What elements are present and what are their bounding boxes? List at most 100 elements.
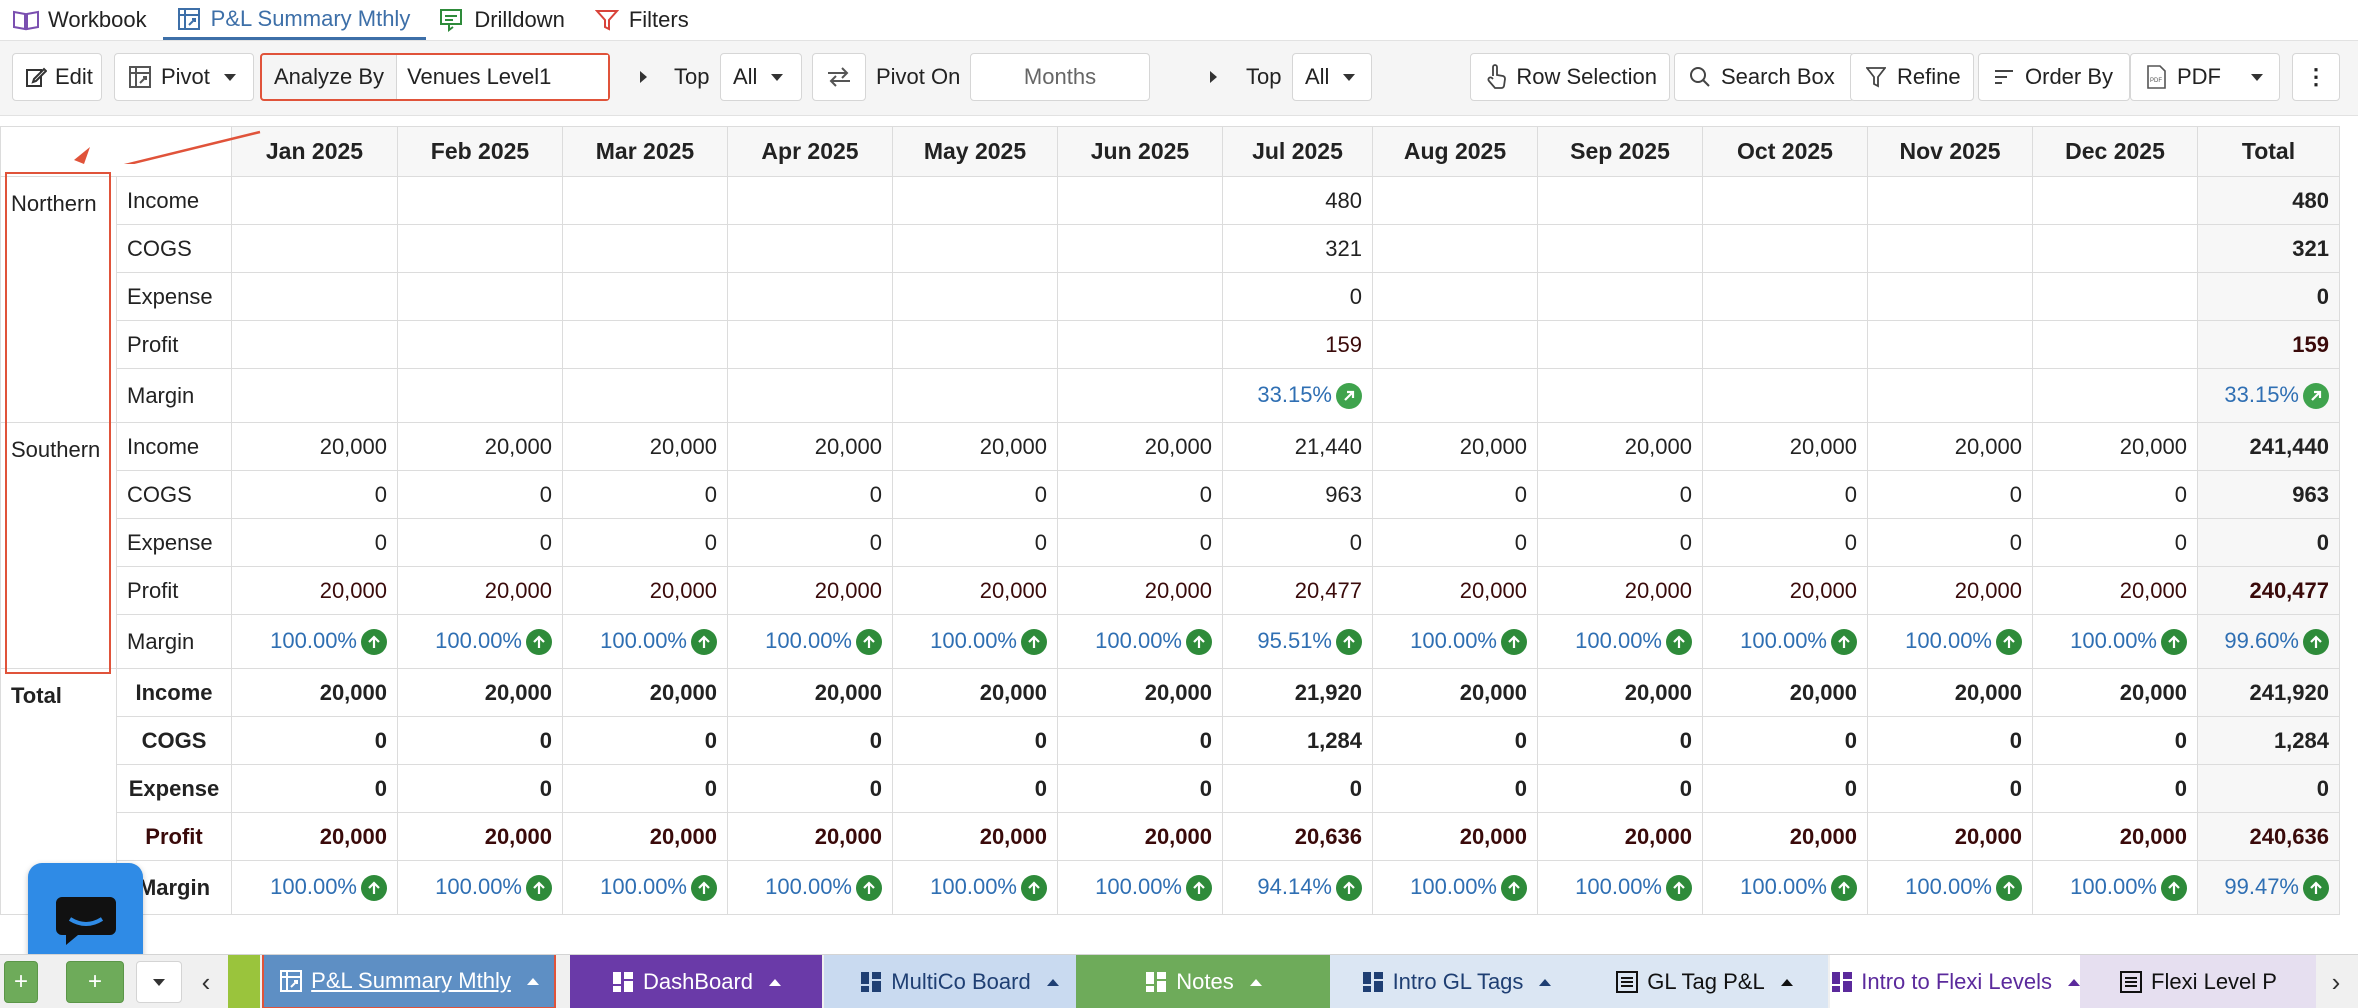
value-cell[interactable] xyxy=(1537,368,1703,423)
value-cell[interactable]: 0 xyxy=(1537,470,1703,519)
value-cell[interactable] xyxy=(727,368,893,423)
value-cell[interactable] xyxy=(892,320,1058,369)
column-header[interactable]: Nov 2025 xyxy=(1867,126,2033,177)
column-header[interactable]: May 2025 xyxy=(892,126,1058,177)
value-cell[interactable] xyxy=(397,224,563,273)
scroll-tabs-right-button[interactable]: › xyxy=(2318,961,2354,1003)
value-cell[interactable]: 20,000 xyxy=(727,422,893,471)
value-cell[interactable]: 100.00% xyxy=(2032,614,2198,669)
value-cell[interactable]: 0 xyxy=(727,470,893,519)
column-header[interactable]: Sep 2025 xyxy=(1537,126,1703,177)
value-cell[interactable]: 20,000 xyxy=(1702,566,1868,615)
value-cell[interactable] xyxy=(727,320,893,369)
table-row[interactable]: Total Income 20,000 20,000 20,000 20,000 20,00… xyxy=(0,668,2340,915)
sheet-tab-menu-icon[interactable] xyxy=(1046,978,1059,986)
refine-button[interactable]: Refine xyxy=(1850,53,1974,101)
column-header[interactable]: Apr 2025 xyxy=(727,126,893,177)
column-header[interactable]: Mar 2025 xyxy=(562,126,728,177)
value-cell[interactable]: 100.00% xyxy=(562,860,728,915)
value-cell[interactable]: 20,000 xyxy=(1702,422,1868,471)
sheet-tab-notes[interactable]: Notes xyxy=(1076,955,1330,1008)
value-cell[interactable]: 100.00% xyxy=(727,614,893,669)
value-cell[interactable]: 159 xyxy=(1222,320,1373,369)
table-row[interactable]: Northern Income 480 480 xyxy=(0,176,2340,423)
table-row[interactable]: COGS 0 0 0 0 0 0 1,284 0 0 0 0 0 1,284 xyxy=(1,716,2340,765)
value-cell[interactable] xyxy=(1372,176,1538,225)
value-cell[interactable]: 20,000 xyxy=(397,812,563,861)
value-cell[interactable]: 480 xyxy=(1222,176,1373,225)
value-cell[interactable] xyxy=(1702,320,1868,369)
value-cell[interactable]: 0 xyxy=(1867,470,2033,519)
row-total-cell[interactable]: 0 xyxy=(2197,518,2340,567)
row-total-cell[interactable]: 241,440 xyxy=(2197,422,2340,471)
value-cell[interactable]: 0 xyxy=(1222,272,1373,321)
analyze-by-select[interactable]: Venues Level1 xyxy=(396,55,608,99)
search-box-button[interactable]: Search Box xyxy=(1674,53,1854,101)
value-cell[interactable]: 100.00% xyxy=(1702,860,1868,915)
column-header[interactable]: Jul 2025 xyxy=(1222,126,1373,177)
table-row[interactable]: Profit 20,000 20,000 20,000 20,000 20,000 20,0… xyxy=(1,566,2340,615)
sheet-tab-menu-icon[interactable] xyxy=(769,978,782,986)
table-row[interactable]: COGS 321 321 xyxy=(1,224,2340,273)
table-row[interactable]: COGS 0 0 0 0 0 0 963 0 0 0 0 0 963 xyxy=(1,470,2340,519)
value-cell[interactable]: 0 xyxy=(1702,716,1868,765)
value-cell[interactable]: 0 xyxy=(1537,518,1703,567)
value-cell[interactable]: 20,000 xyxy=(727,566,893,615)
value-cell[interactable] xyxy=(2032,176,2198,225)
row-total-cell[interactable]: 1,284 xyxy=(2197,716,2340,765)
value-cell[interactable]: 0 xyxy=(1222,518,1373,567)
value-cell[interactable]: 100.00% xyxy=(727,860,893,915)
row-selection-button[interactable]: Row Selection xyxy=(1470,53,1670,101)
table-row[interactable]: Profit 20,000 20,000 20,000 20,000 20,000 20,0… xyxy=(1,812,2340,861)
sheet-tab-menu-icon[interactable] xyxy=(526,977,539,985)
more-options-button[interactable]: ⋮ xyxy=(2292,53,2340,101)
value-cell[interactable]: 100.00% xyxy=(397,860,563,915)
value-cell[interactable]: 0 xyxy=(562,716,728,765)
value-cell[interactable] xyxy=(2032,320,2198,369)
add-dashboard-button[interactable]: + xyxy=(66,961,124,1003)
table-row[interactable]: Southern Income 20,000 20,000 20,000 20,000 20… xyxy=(0,422,2340,669)
sheet-tab-intro-gl-tags[interactable]: Intro GL Tags xyxy=(1330,955,1582,1008)
value-cell[interactable]: 20,000 xyxy=(231,422,398,471)
value-cell[interactable]: 100.00% xyxy=(562,614,728,669)
top-select[interactable]: All xyxy=(720,53,802,101)
value-cell[interactable]: 20,000 xyxy=(1867,422,2033,471)
column-header[interactable]: Feb 2025 xyxy=(397,126,563,177)
sheet-tab-menu-icon[interactable] xyxy=(1249,978,1262,986)
value-cell[interactable] xyxy=(1057,320,1223,369)
value-cell[interactable]: 100.00% xyxy=(1867,614,2033,669)
value-cell[interactable]: 100.00% xyxy=(231,860,398,915)
value-cell[interactable]: 20,477 xyxy=(1222,566,1373,615)
table-row[interactable]: Margin 33.15% 33.15% xyxy=(1,368,2340,423)
value-cell[interactable] xyxy=(727,272,893,321)
value-cell[interactable] xyxy=(1537,272,1703,321)
value-cell[interactable]: 0 xyxy=(1702,518,1868,567)
top2-select[interactable]: All xyxy=(1292,53,1372,101)
value-cell[interactable]: 20,000 xyxy=(2032,812,2198,861)
value-cell[interactable]: 0 xyxy=(892,518,1058,567)
value-cell[interactable] xyxy=(562,368,728,423)
value-cell[interactable] xyxy=(231,272,398,321)
value-cell[interactable]: 0 xyxy=(231,470,398,519)
sheet-tab-gl-tag-p-l[interactable]: GL Tag P&L xyxy=(1580,955,1828,1008)
value-cell[interactable]: 20,000 xyxy=(892,812,1058,861)
value-cell[interactable]: 20,000 xyxy=(1702,668,1868,717)
value-cell[interactable] xyxy=(1702,272,1868,321)
value-cell[interactable]: 20,000 xyxy=(727,668,893,717)
value-cell[interactable]: 0 xyxy=(892,716,1058,765)
value-cell[interactable]: 0 xyxy=(1057,716,1223,765)
value-cell[interactable]: 20,000 xyxy=(892,422,1058,471)
value-cell[interactable]: 0 xyxy=(1372,470,1538,519)
sheet-tab-p-l-summary-mthly[interactable]: P&L Summary Mthly xyxy=(262,955,556,1008)
sheet-tab-multico-board[interactable]: MultiCo Board xyxy=(824,955,1094,1008)
row-total-cell[interactable]: 0 xyxy=(2197,272,2340,321)
table-row[interactable]: Expense 0 0 0 0 0 0 0 0 0 0 0 0 0 xyxy=(1,518,2340,567)
value-cell[interactable]: 20,000 xyxy=(1057,422,1223,471)
value-cell[interactable]: 21,920 xyxy=(1222,668,1373,717)
value-cell[interactable]: 21,440 xyxy=(1222,422,1373,471)
value-cell[interactable]: 0 xyxy=(1867,518,2033,567)
value-cell[interactable]: 20,000 xyxy=(1057,566,1223,615)
value-cell[interactable] xyxy=(231,176,398,225)
pivot-on-expand-button[interactable] xyxy=(1200,53,1226,101)
pivot-on-select[interactable]: Months xyxy=(970,53,1150,101)
